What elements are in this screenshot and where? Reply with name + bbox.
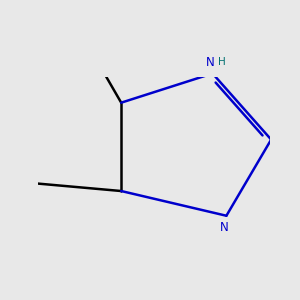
Text: N: N — [206, 56, 214, 69]
Text: N: N — [220, 221, 229, 234]
Text: H: H — [218, 57, 226, 67]
